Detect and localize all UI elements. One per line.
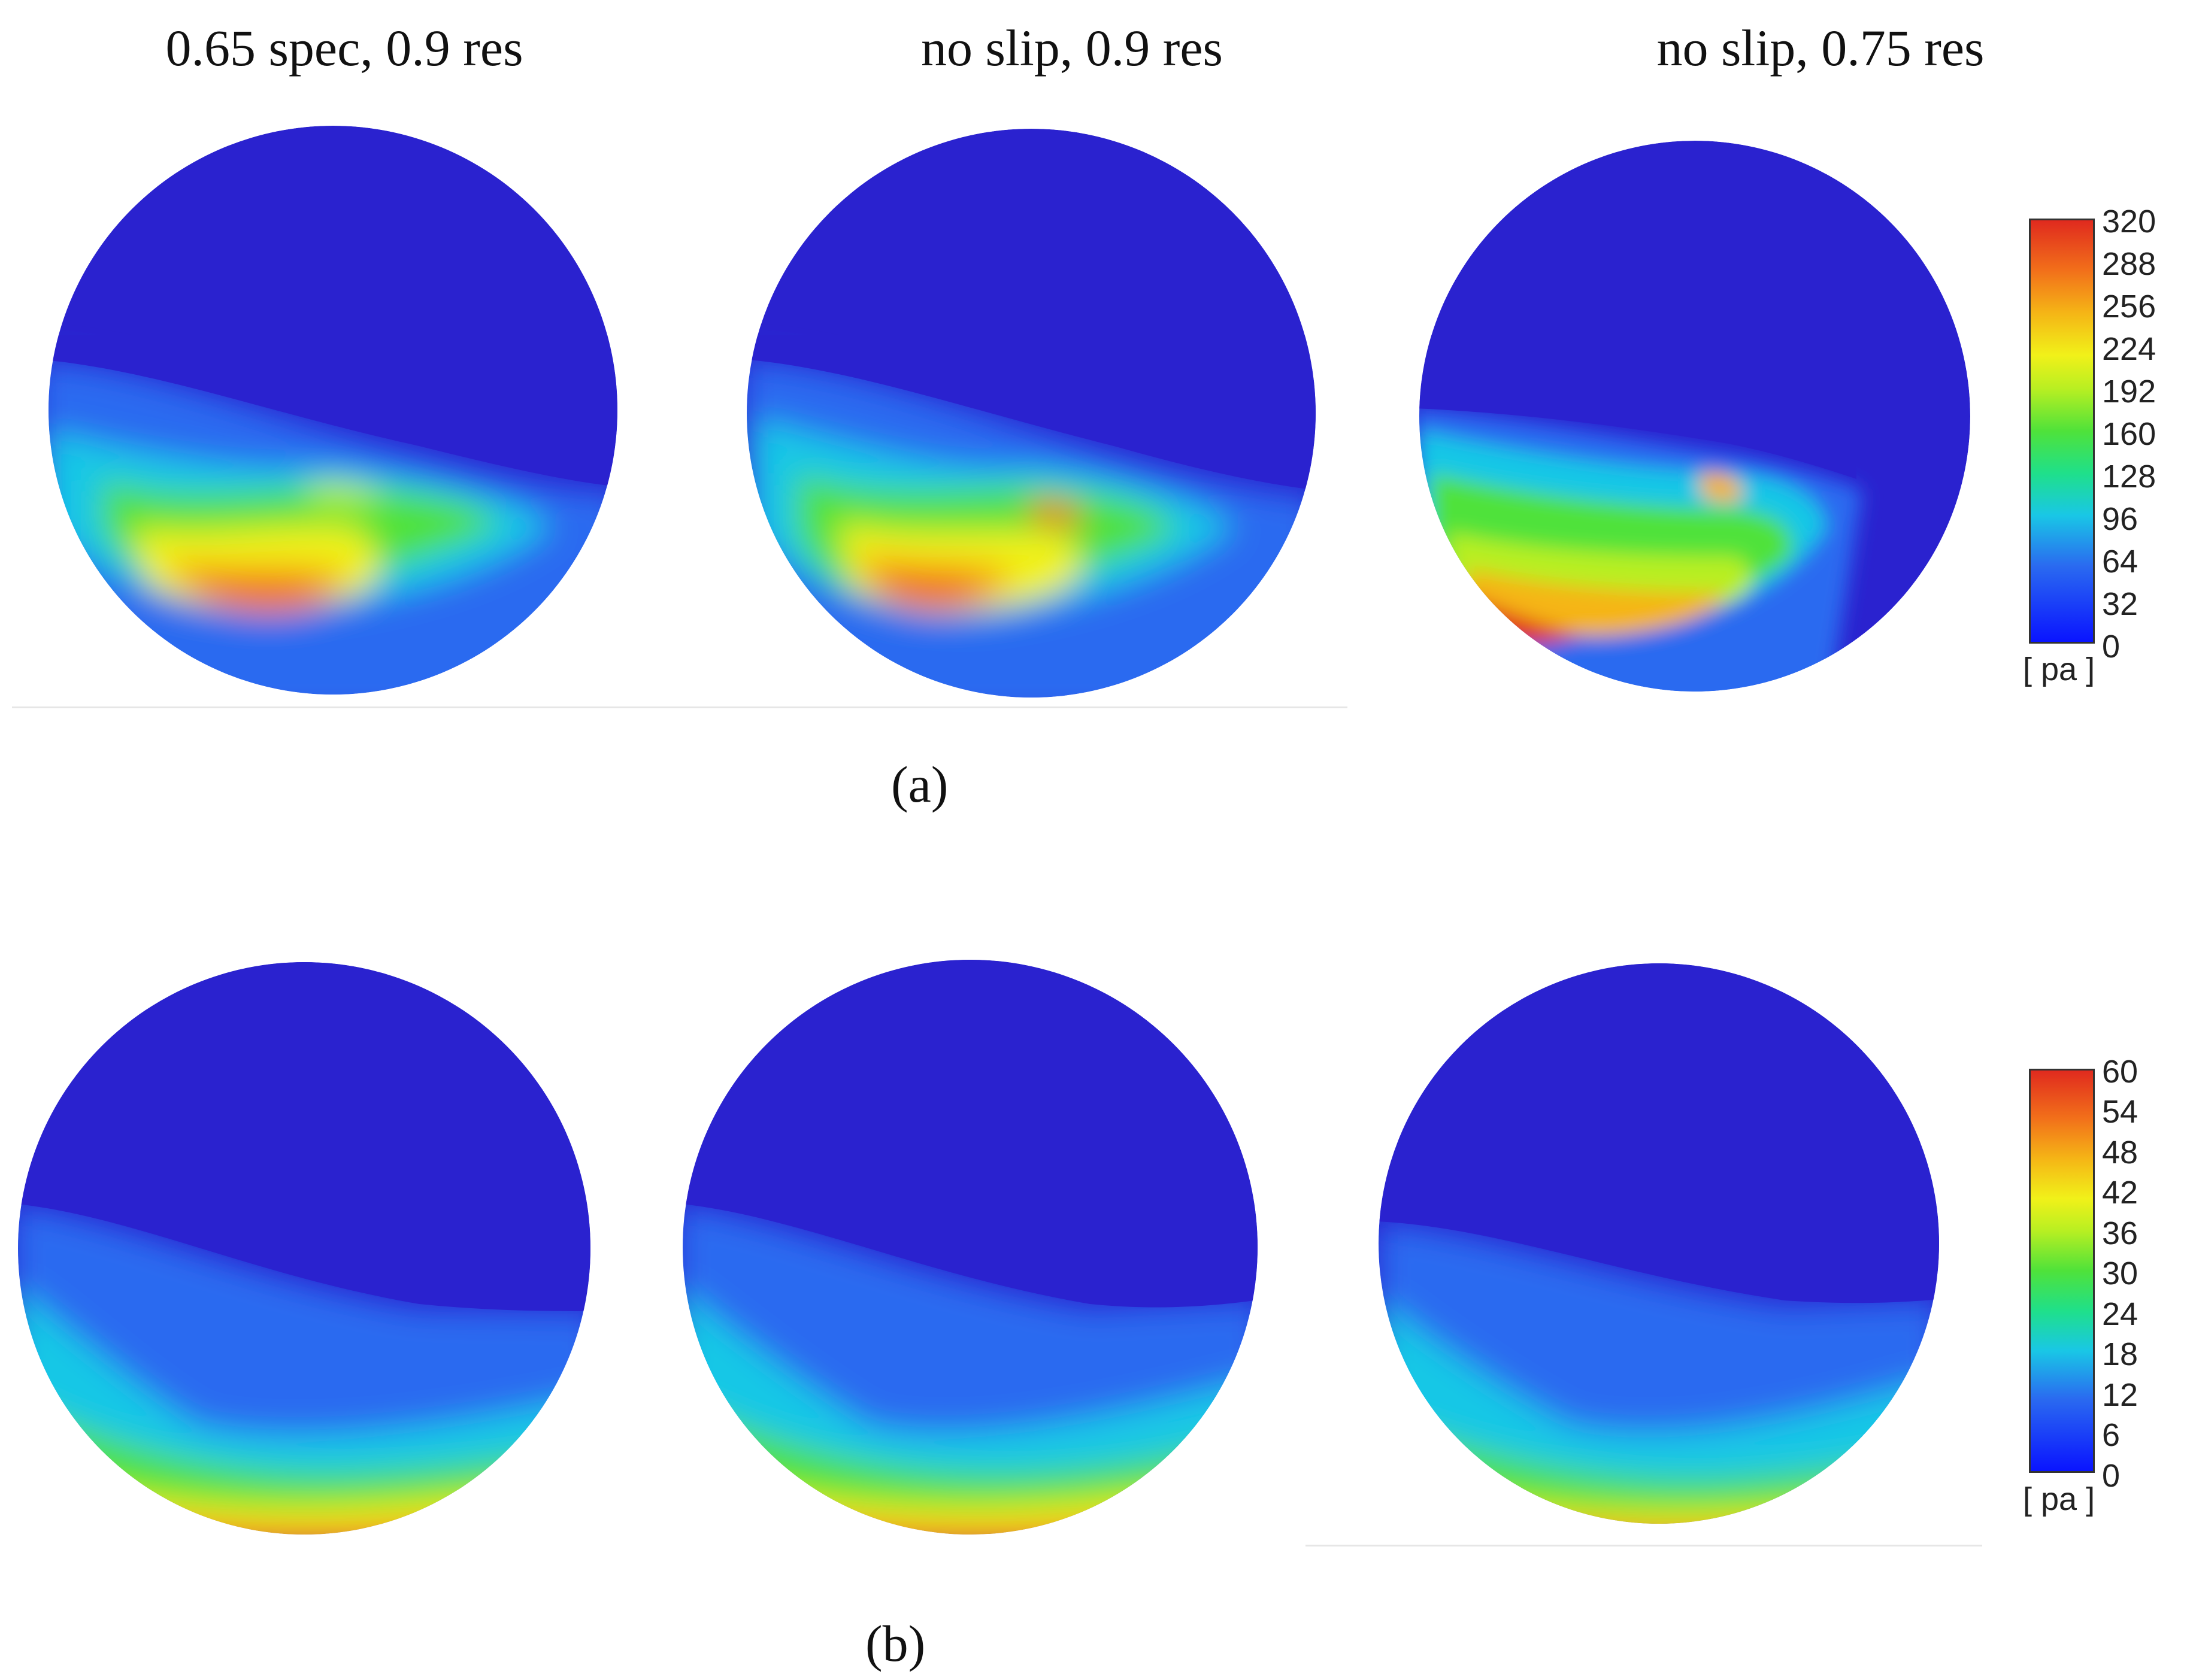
colorbar-b-tick: 12: [2102, 1377, 2138, 1413]
field-a1: [49, 126, 617, 695]
colorbar-b-tick: 60: [2102, 1054, 2138, 1090]
field-b2: [683, 960, 1258, 1535]
colorbar-a-tick: 160: [2102, 416, 2156, 452]
field-b1: [18, 962, 590, 1535]
colorbar-a-tick: 288: [2102, 246, 2156, 282]
colorbar-a-tick: 224: [2102, 331, 2156, 367]
colorbar-b-tick: 0: [2102, 1458, 2121, 1494]
colorbar-a-tick: 128: [2102, 459, 2156, 495]
panel-label-a: (a): [891, 756, 949, 813]
colorbar-a-tick: 320: [2102, 204, 2156, 239]
colorbar-b-unit: [ pa ]: [2023, 1481, 2095, 1517]
colorbar-b-tick: 6: [2102, 1417, 2121, 1453]
panel-label-b: (b): [865, 1615, 926, 1672]
colorbar-a-tick: 64: [2102, 544, 2138, 580]
colorbar-b-tick: 24: [2102, 1296, 2138, 1332]
colorbar-a: 320 288 256 224 192 160 128 96 64 32 0 […: [2023, 205, 2185, 698]
colorbar-b-tick: 18: [2102, 1336, 2138, 1372]
colorbar-a-tick: 192: [2102, 374, 2156, 410]
colorbar-a-tick: 96: [2102, 501, 2138, 537]
colorbar-b-tick: 36: [2102, 1215, 2138, 1251]
colorbar-a-tick: 0: [2102, 629, 2121, 665]
column-title-2: no slip, 0.9 res: [920, 19, 1223, 77]
field-a3: [1419, 141, 1970, 692]
row-b-baseline: [1305, 1545, 1982, 1546]
colorbar-b-tick: 54: [2102, 1094, 2138, 1130]
column-title-1: 0.65 spec, 0.9 res: [165, 19, 523, 77]
colorbar-b-gradient: [2029, 1069, 2095, 1473]
colorbar-a-unit: [ pa ]: [2023, 651, 2095, 687]
colorbar-b-tick: 48: [2102, 1135, 2138, 1170]
colorbar-a-tick: 256: [2102, 289, 2156, 325]
field-b3: [1379, 963, 1939, 1524]
column-title-3: no slip, 0.75 res: [1656, 19, 1985, 77]
colorbar-b-tick: 30: [2102, 1256, 2138, 1291]
row-a-baseline: [12, 706, 1347, 708]
colorbar-a-gradient: [2029, 219, 2095, 644]
colorbar-a-tick: 32: [2102, 586, 2138, 622]
colorbar-b: 60 54 48 42 36 30 24 18 12 6 0 [ pa ]: [2023, 1056, 2185, 1548]
field-a2: [747, 129, 1316, 698]
colorbar-b-tick: 42: [2102, 1175, 2138, 1211]
